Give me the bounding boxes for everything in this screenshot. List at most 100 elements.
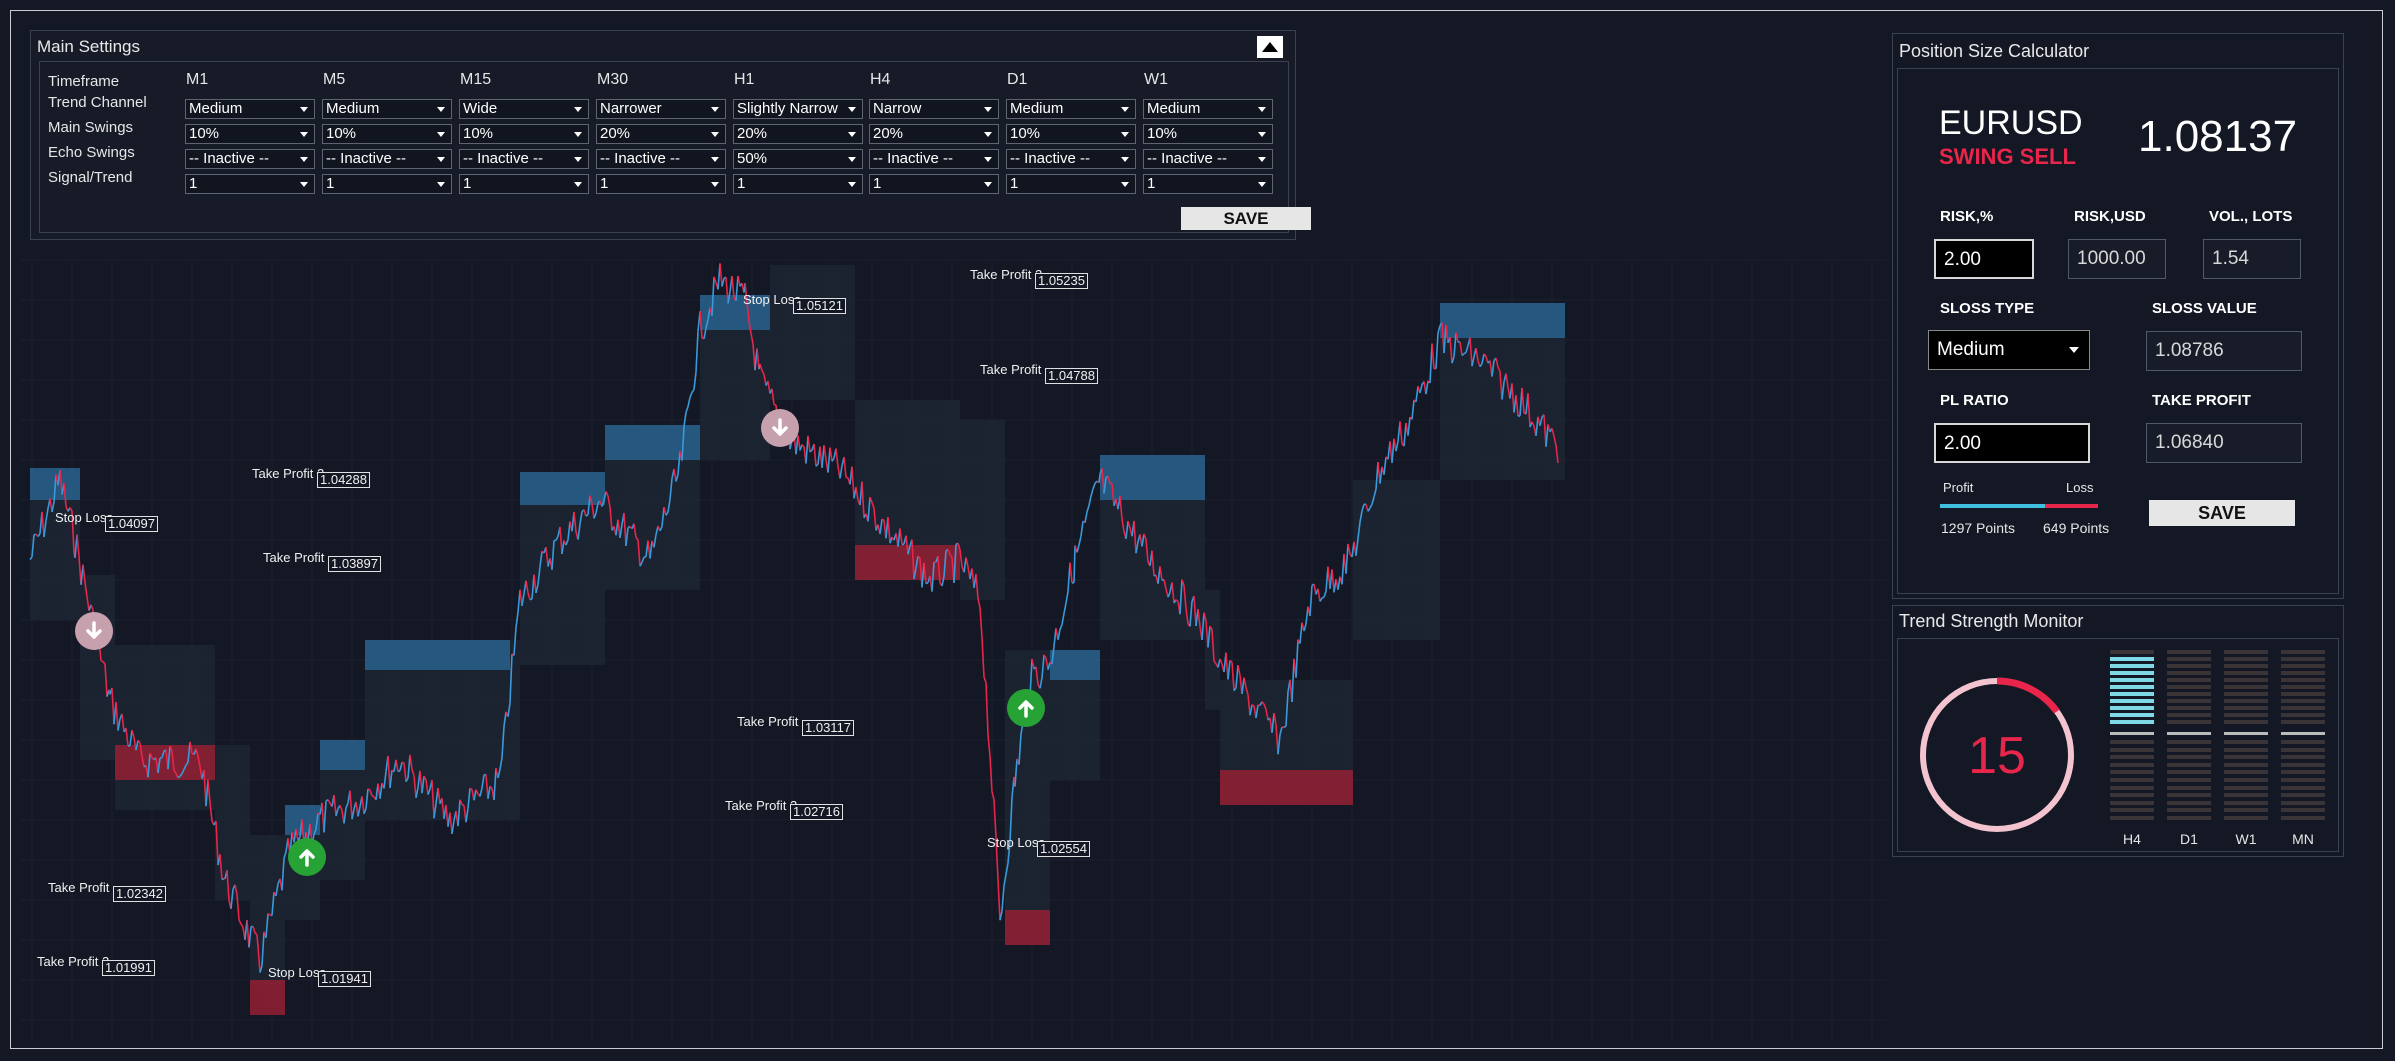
strength-bar-mn: [2281, 650, 2325, 824]
setting-select[interactable]: Medium: [1143, 99, 1273, 119]
bar-segment: [2110, 692, 2154, 696]
setting-select[interactable]: -- Inactive --: [869, 149, 999, 169]
setting-select[interactable]: 20%: [596, 124, 726, 144]
candle: [815, 463, 819, 467]
candle: [497, 769, 501, 779]
setting-select[interactable]: 1: [733, 174, 863, 194]
risk-usd-input[interactable]: 1000.00: [2068, 239, 2166, 279]
candle: [183, 764, 187, 770]
settings-save-button[interactable]: SAVE: [1181, 207, 1311, 230]
candle: [387, 755, 391, 789]
setting-select[interactable]: 1: [1006, 174, 1136, 194]
buy-signal-marker[interactable]: [288, 838, 326, 876]
vol-lots-input[interactable]: 1.54: [2203, 239, 2301, 279]
setting-select[interactable]: 10%: [459, 124, 589, 144]
setting-select[interactable]: -- Inactive --: [1006, 149, 1136, 169]
candle: [1515, 395, 1519, 417]
candle: [887, 517, 891, 544]
candle: [367, 788, 371, 791]
sell-signal-marker[interactable]: [75, 612, 113, 650]
risk-pct-input[interactable]: 2.00: [1934, 239, 2034, 279]
candle: [711, 276, 715, 316]
candle: [727, 291, 731, 304]
buy-signal-marker[interactable]: [1007, 689, 1045, 727]
sloss-type-select[interactable]: Medium: [1928, 330, 2090, 370]
candle: [1107, 476, 1111, 484]
candle: [383, 771, 387, 789]
sloss-value-input[interactable]: 1.08786: [2146, 331, 2302, 371]
psc-title: Position Size Calculator: [1899, 41, 2090, 61]
setting-select[interactable]: 10%: [1143, 124, 1273, 144]
candle: [756, 348, 760, 370]
candle: [911, 539, 915, 580]
candle: [767, 381, 771, 394]
setting-select[interactable]: -- Inactive --: [596, 149, 726, 169]
candle: [1207, 626, 1211, 648]
setting-select[interactable]: 1: [596, 174, 726, 194]
candle: [917, 555, 921, 559]
candle: [1125, 521, 1129, 539]
setting-select[interactable]: 1: [869, 174, 999, 194]
candle: [871, 502, 875, 509]
bar-segment: [2281, 650, 2325, 654]
setting-select[interactable]: -- Inactive --: [459, 149, 589, 169]
setting-select[interactable]: 50%: [733, 149, 863, 169]
pl-ratio-input[interactable]: 2.00: [1934, 423, 2090, 463]
candle: [1355, 538, 1359, 556]
candle: [1291, 658, 1295, 702]
setting-select[interactable]: 10%: [185, 124, 315, 144]
candle: [905, 535, 909, 555]
setting-select[interactable]: Slightly Narrow: [733, 99, 863, 119]
setting-select[interactable]: Narrower: [596, 99, 726, 119]
bar-segment: [2167, 699, 2211, 703]
setting-select[interactable]: Wide: [459, 99, 589, 119]
bar-segment: [2281, 657, 2325, 661]
psc-save-button[interactable]: SAVE: [2149, 500, 2295, 526]
candle: [1233, 687, 1237, 692]
candle: [705, 319, 709, 329]
profit-points: 1297 Points: [1941, 520, 2015, 536]
setting-select[interactable]: -- Inactive --: [185, 149, 315, 169]
risk-pct-label: RISK,%: [1940, 208, 1994, 225]
level-label: Take Profit: [737, 714, 799, 729]
candle: [37, 533, 41, 537]
candle: [667, 499, 671, 513]
candle: [923, 562, 927, 584]
strength-bar-label: MN: [2292, 831, 2314, 847]
candle: [965, 557, 969, 567]
candle: [1211, 629, 1215, 662]
setting-select[interactable]: 1: [1143, 174, 1273, 194]
candle: [527, 592, 531, 600]
setting-select[interactable]: 10%: [1006, 124, 1136, 144]
take-profit-input[interactable]: 1.06840: [2146, 423, 2302, 463]
candle: [1092, 483, 1096, 490]
setting-select[interactable]: 20%: [733, 124, 863, 144]
candle: [525, 580, 529, 593]
sell-signal-marker[interactable]: [761, 409, 799, 447]
candle: [1051, 646, 1055, 665]
candle: [479, 787, 483, 797]
column-header-h4: H4: [870, 71, 891, 88]
candle: [1035, 666, 1039, 685]
setting-select[interactable]: 20%: [869, 124, 999, 144]
candle: [207, 779, 211, 803]
setting-select[interactable]: -- Inactive --: [322, 149, 452, 169]
bar-segment: [2167, 793, 2211, 798]
setting-select[interactable]: Narrow: [869, 99, 999, 119]
candle: [167, 745, 171, 770]
candle: [987, 734, 991, 757]
collapse-panel-button[interactable]: [1257, 36, 1283, 58]
setting-select[interactable]: Medium: [1006, 99, 1136, 119]
candle: [1391, 438, 1395, 463]
candle: [1181, 579, 1185, 586]
setting-select[interactable]: -- Inactive --: [1143, 149, 1273, 169]
setting-select[interactable]: 1: [322, 174, 452, 194]
setting-select[interactable]: Medium: [185, 99, 315, 119]
setting-select[interactable]: Medium: [322, 99, 452, 119]
setting-select[interactable]: 1: [459, 174, 589, 194]
candle: [759, 363, 763, 371]
setting-select[interactable]: 1: [185, 174, 315, 194]
setting-select[interactable]: 10%: [322, 124, 452, 144]
triangle-up-icon: [1262, 42, 1278, 52]
